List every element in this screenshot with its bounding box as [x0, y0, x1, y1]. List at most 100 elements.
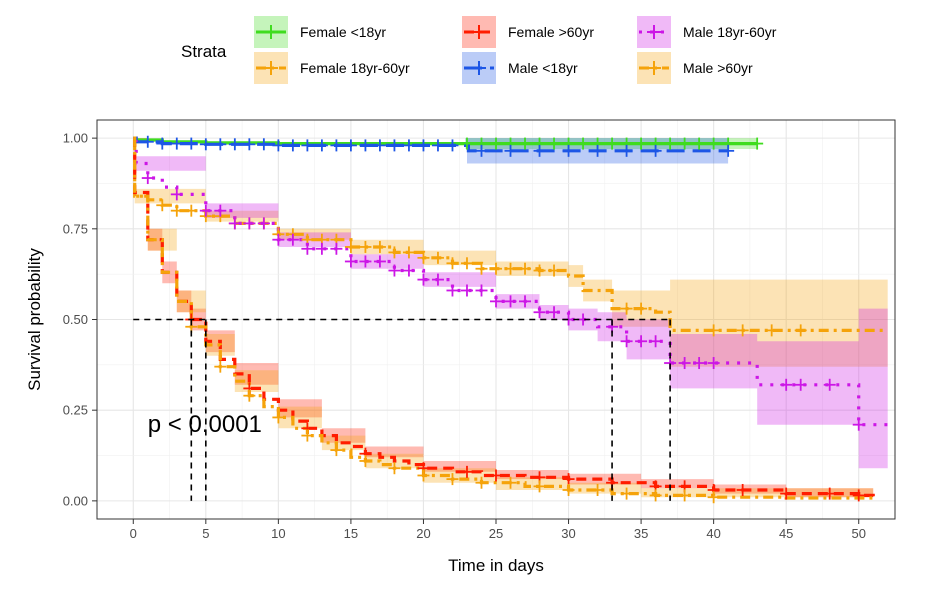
censor-mark [533, 306, 546, 319]
median-survival-lines [133, 318, 671, 501]
censor-mark [577, 137, 590, 150]
plot-area: p < 0.0001 [96, 119, 896, 520]
censor-mark [460, 465, 473, 478]
censor-mark [490, 262, 502, 275]
censor-mark [765, 324, 778, 337]
censor-mark [852, 418, 865, 431]
censor-mark [562, 144, 575, 157]
ci-band-female-18yr [133, 138, 758, 149]
censor-mark [794, 378, 807, 391]
censor-mark [431, 251, 444, 264]
censor-mark [852, 489, 865, 502]
censor-mark [620, 144, 633, 157]
censor-mark [707, 357, 720, 370]
censor-mark [431, 273, 444, 286]
censor-mark [475, 476, 488, 489]
censor-mark [751, 137, 764, 150]
censor-mark [315, 242, 328, 255]
censor-mark [649, 335, 662, 348]
ci-band-female-18yr-60yr [133, 138, 888, 367]
censor-mark [490, 137, 502, 150]
censor-mark [388, 264, 401, 277]
censor-mark [533, 480, 546, 493]
legend-label: Female 18yr-60yr [300, 60, 410, 76]
censor-mark [649, 489, 662, 502]
censor-mark [214, 360, 227, 373]
axes: 0 5 10 15 20 25 30 35 40 45 50 0.00 0.25 0.50 0.75 1.00 [63, 131, 866, 541]
censor-mark [475, 144, 488, 157]
censor-mark [460, 284, 473, 297]
censor-mark [301, 242, 314, 255]
censor-mark [286, 139, 299, 152]
y-tick-label: 0.50 [63, 312, 88, 327]
censor-mark [170, 204, 183, 217]
censor-mark [678, 357, 691, 370]
censor-mark [344, 139, 357, 152]
censor-mark [388, 462, 401, 475]
legend-label: Female >60yr [508, 24, 594, 40]
x-tick-label: 25 [489, 526, 503, 541]
censor-mark [214, 204, 227, 217]
y-tick-label: 0.75 [63, 221, 88, 236]
censor-mark [606, 137, 619, 150]
legend-title: Strata [181, 42, 227, 61]
censor-mark [315, 139, 328, 152]
censor-mark [330, 444, 343, 457]
censor-mark [417, 251, 430, 264]
censor-mark [286, 233, 299, 246]
censor-mark [736, 324, 749, 337]
censor-mark [446, 257, 459, 270]
censor-mark [373, 139, 386, 152]
x-tick-label: 20 [416, 526, 430, 541]
censor-mark [794, 324, 807, 337]
censor-mark [402, 264, 415, 277]
censor-mark [707, 137, 720, 150]
x-tick-label: 40 [706, 526, 720, 541]
censor-mark [170, 188, 183, 201]
censor-mark [301, 429, 314, 442]
censor-mark [402, 139, 415, 152]
censor-mark [359, 139, 372, 152]
censor-mark [823, 378, 836, 391]
censor-mark [678, 489, 691, 502]
p-value-annotation: p < 0.0001 [148, 411, 262, 438]
x-tick-label: 35 [634, 526, 648, 541]
censor-mark [548, 306, 561, 319]
censor-mark [635, 335, 648, 348]
censor-mark [519, 295, 532, 308]
censor-mark [330, 242, 343, 255]
legend-item: Female <18yr [254, 16, 386, 48]
censor-mark [620, 487, 633, 500]
censor-mark [388, 246, 401, 259]
censor-mark [490, 295, 502, 308]
censor-mark [359, 255, 372, 268]
censor-mark [649, 144, 662, 157]
censor-mark [257, 217, 270, 230]
censor-mark [170, 137, 183, 150]
censor-mark [243, 389, 256, 402]
censor-mark [562, 483, 575, 496]
censor-mark [533, 144, 546, 157]
censor-mark [141, 172, 154, 185]
censor-marks [141, 135, 865, 504]
ci-band-female-60yr [133, 138, 874, 501]
legend-label: Male 18yr-60yr [683, 24, 777, 40]
censor-mark [475, 284, 488, 297]
censor-mark [635, 302, 648, 315]
x-tick-label: 30 [561, 526, 575, 541]
censor-mark [388, 139, 401, 152]
censor-mark [460, 257, 473, 270]
censor-mark [402, 246, 415, 259]
censor-mark [475, 262, 488, 275]
legend-label: Male <18yr [508, 60, 578, 76]
x-tick-label: 5 [202, 526, 209, 541]
censor-mark [446, 284, 459, 297]
censor-mark [199, 138, 212, 151]
x-tick-label: 0 [130, 526, 137, 541]
censor-mark [431, 139, 444, 152]
censor-mark [548, 137, 561, 150]
censor-mark [519, 137, 532, 150]
censor-mark [591, 144, 604, 157]
censor-mark [446, 473, 459, 486]
